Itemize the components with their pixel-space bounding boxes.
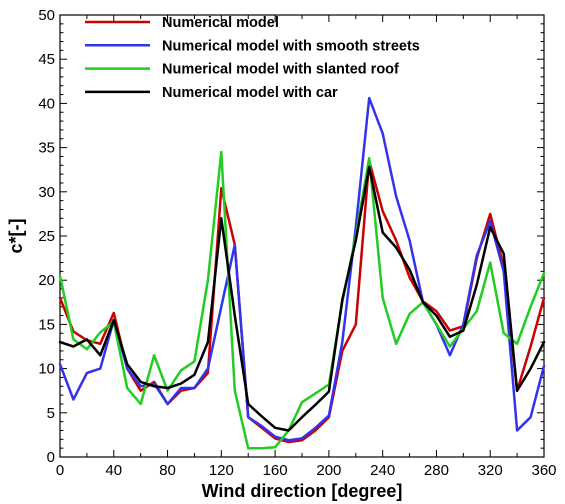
series-line-4 [58, 165, 546, 432]
y-tick-label: 5 [47, 405, 55, 422]
legend-label: Numerical model with smooth streets [162, 38, 420, 54]
legend-label: Numerical model with slanted roof [162, 62, 399, 78]
y-tick-label: 35 [38, 140, 55, 157]
x-tick-label: 40 [105, 462, 122, 479]
x-tick-label: 80 [159, 462, 176, 479]
axis-ticks [59, 14, 545, 458]
y-tick-label: 0 [47, 449, 55, 466]
legend-label: Numerical model [162, 15, 279, 31]
legend: Numerical model Numerical model with smoo… [85, 15, 420, 101]
x-tick-label: 160 [263, 462, 288, 479]
x-axis-label: Wind direction [degree] [202, 481, 403, 501]
x-tick-label: 200 [316, 462, 341, 479]
y-tick-label: 20 [38, 272, 55, 289]
y-tick-label: 30 [38, 184, 55, 201]
x-tick-label: 280 [424, 462, 449, 479]
x-tick-label: 320 [478, 462, 503, 479]
series-line-2 [58, 96, 546, 442]
axis-tick-labels: 0 40 80 120 160 200 240 280 320 360 0 5 10 15 20 25 30 35… [38, 7, 556, 479]
y-tick-label: 40 [38, 95, 55, 112]
plot-frame [59, 14, 545, 458]
x-tick-label: 240 [370, 462, 395, 479]
legend-label: Numerical model with car [162, 85, 338, 101]
y-axis-label: c*[-] [6, 219, 26, 254]
x-tick-label: 360 [531, 462, 556, 479]
y-tick-label: 45 [38, 51, 55, 68]
y-tick-label: 50 [38, 7, 55, 24]
y-tick-label: 25 [38, 228, 55, 245]
y-tick-label: 10 [38, 361, 55, 378]
x-tick-label: 0 [56, 462, 64, 479]
y-tick-label: 15 [38, 316, 55, 333]
series-lines [58, 96, 546, 450]
x-tick-label: 120 [209, 462, 234, 479]
